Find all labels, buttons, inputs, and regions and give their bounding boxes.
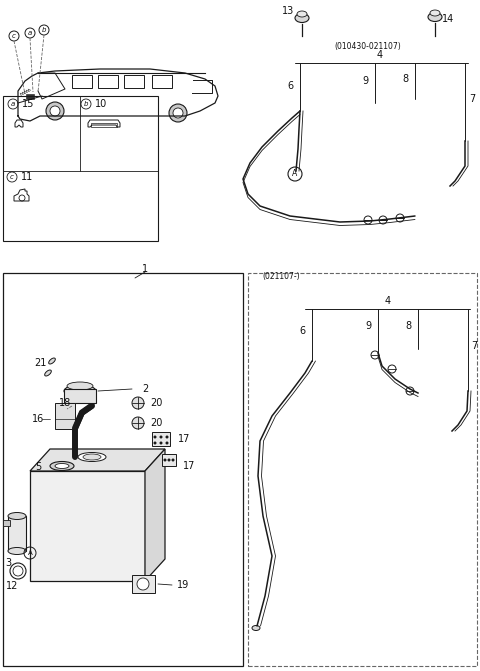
Polygon shape [145,449,165,581]
Text: 20: 20 [150,398,162,408]
Text: 17: 17 [178,434,191,444]
Ellipse shape [67,382,93,390]
Text: 11: 11 [21,172,33,182]
Circle shape [154,442,156,444]
Ellipse shape [430,10,440,16]
Ellipse shape [297,11,307,17]
Text: 13: 13 [282,6,294,16]
Text: 8: 8 [402,74,408,84]
Bar [8,516,26,551]
Bar [55,403,75,429]
Text: 2: 2 [142,384,148,394]
Circle shape [371,351,379,359]
Polygon shape [132,575,155,593]
Text: 9: 9 [362,76,368,86]
Text: c: c [12,33,16,39]
Ellipse shape [64,385,96,397]
Text: 1: 1 [142,264,148,274]
Circle shape [171,458,175,462]
Ellipse shape [50,462,74,470]
Circle shape [132,417,144,429]
Bar [64,389,96,403]
Ellipse shape [252,625,260,631]
Circle shape [164,458,167,462]
Text: c: c [10,174,14,180]
Text: b: b [84,101,88,107]
Circle shape [388,365,396,373]
Ellipse shape [45,370,51,376]
Ellipse shape [55,464,69,468]
Text: (010430-021107): (010430-021107) [335,42,401,50]
Circle shape [159,435,163,439]
Text: 8: 8 [405,321,411,331]
Circle shape [169,104,187,122]
Circle shape [154,435,156,439]
Ellipse shape [78,452,106,462]
Circle shape [168,458,170,462]
Text: 19: 19 [177,580,189,590]
Text: a: a [28,30,32,36]
Bar [26,94,34,99]
Bar [3,520,10,526]
Circle shape [46,102,64,120]
Text: 6: 6 [287,81,293,91]
Bar [248,273,477,666]
Bar [152,75,172,88]
Text: 15: 15 [22,99,35,109]
Text: 16: 16 [32,414,44,424]
Circle shape [379,216,387,224]
Text: 5: 5 [35,462,41,472]
Bar [3,96,158,241]
Polygon shape [30,471,145,581]
Ellipse shape [48,358,55,364]
Text: 18: 18 [59,398,71,408]
Circle shape [396,214,404,222]
Text: 9: 9 [365,321,371,331]
Bar [152,432,170,446]
Circle shape [406,387,414,395]
Circle shape [159,442,163,444]
Circle shape [132,397,144,409]
Bar [91,123,117,127]
Text: 10: 10 [95,99,107,109]
Bar [72,75,92,88]
Bar [124,75,144,88]
Circle shape [50,106,60,116]
Circle shape [137,578,149,590]
Bar [162,454,176,466]
Circle shape [166,435,168,439]
Text: 12: 12 [6,581,18,591]
Circle shape [173,108,183,118]
Text: 3: 3 [5,558,11,568]
Text: 6: 6 [299,326,305,336]
Text: 14: 14 [442,14,454,24]
Text: 4: 4 [377,50,383,60]
Ellipse shape [8,548,26,554]
Text: a: a [11,101,15,107]
Circle shape [364,216,372,224]
Text: 7: 7 [469,94,475,104]
Ellipse shape [8,513,26,519]
Polygon shape [30,449,165,471]
Text: b: b [42,27,46,33]
Ellipse shape [428,13,442,21]
Bar [3,273,243,666]
Ellipse shape [83,454,101,460]
Text: A: A [292,170,298,178]
Text: 20: 20 [150,418,162,428]
Text: 7: 7 [471,341,477,351]
Text: 17: 17 [183,461,195,471]
Text: A: A [28,550,32,556]
Ellipse shape [295,13,309,23]
Text: 4: 4 [385,296,391,306]
Text: (021107-): (021107-) [262,272,300,282]
Bar [98,75,118,88]
Text: 21: 21 [34,358,46,368]
Circle shape [166,442,168,444]
